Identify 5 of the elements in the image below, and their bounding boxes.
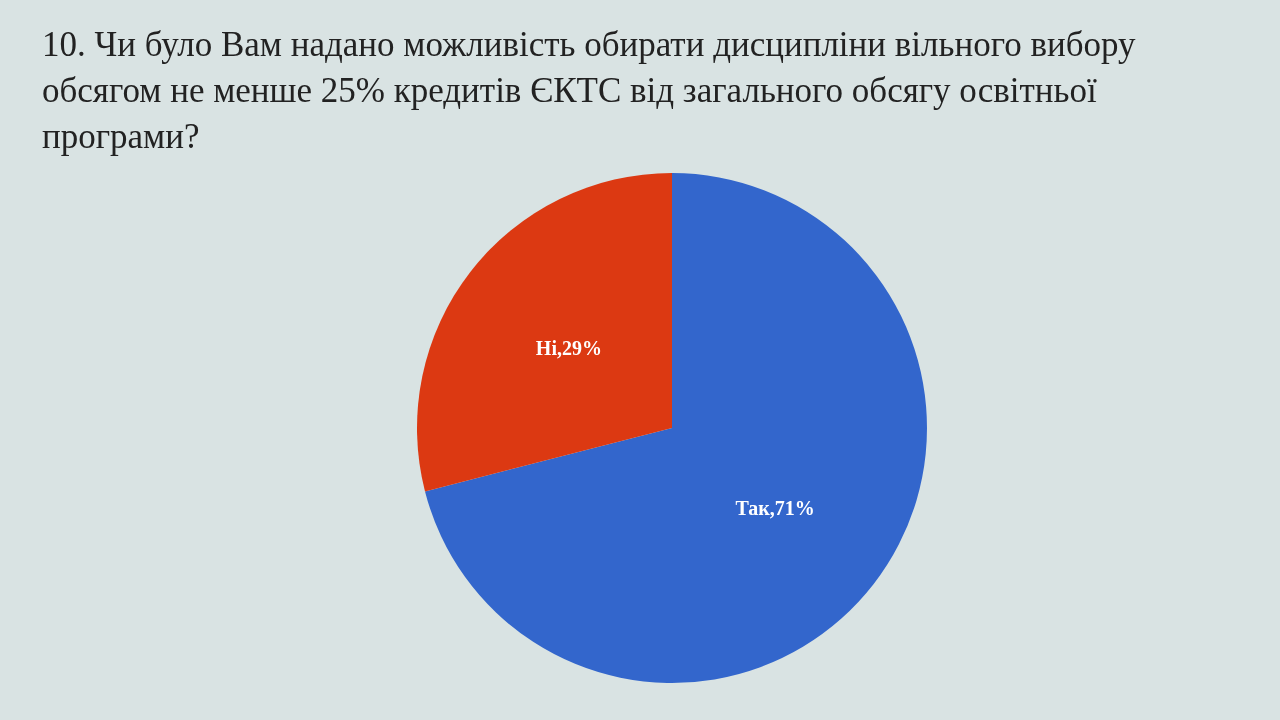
slice-label: Ні [535, 337, 558, 360]
chart-title: 10. Чи було Вам надано можливість обирати дисципліни вільного вибору обсягом не менше 25% кредитів ЄКТС від загального обсягу освітньої програми? [42, 24, 1137, 158]
data-label: ,29% [556, 337, 602, 360]
slice-label: Так [735, 496, 771, 519]
data-label: ,71% [769, 496, 815, 519]
